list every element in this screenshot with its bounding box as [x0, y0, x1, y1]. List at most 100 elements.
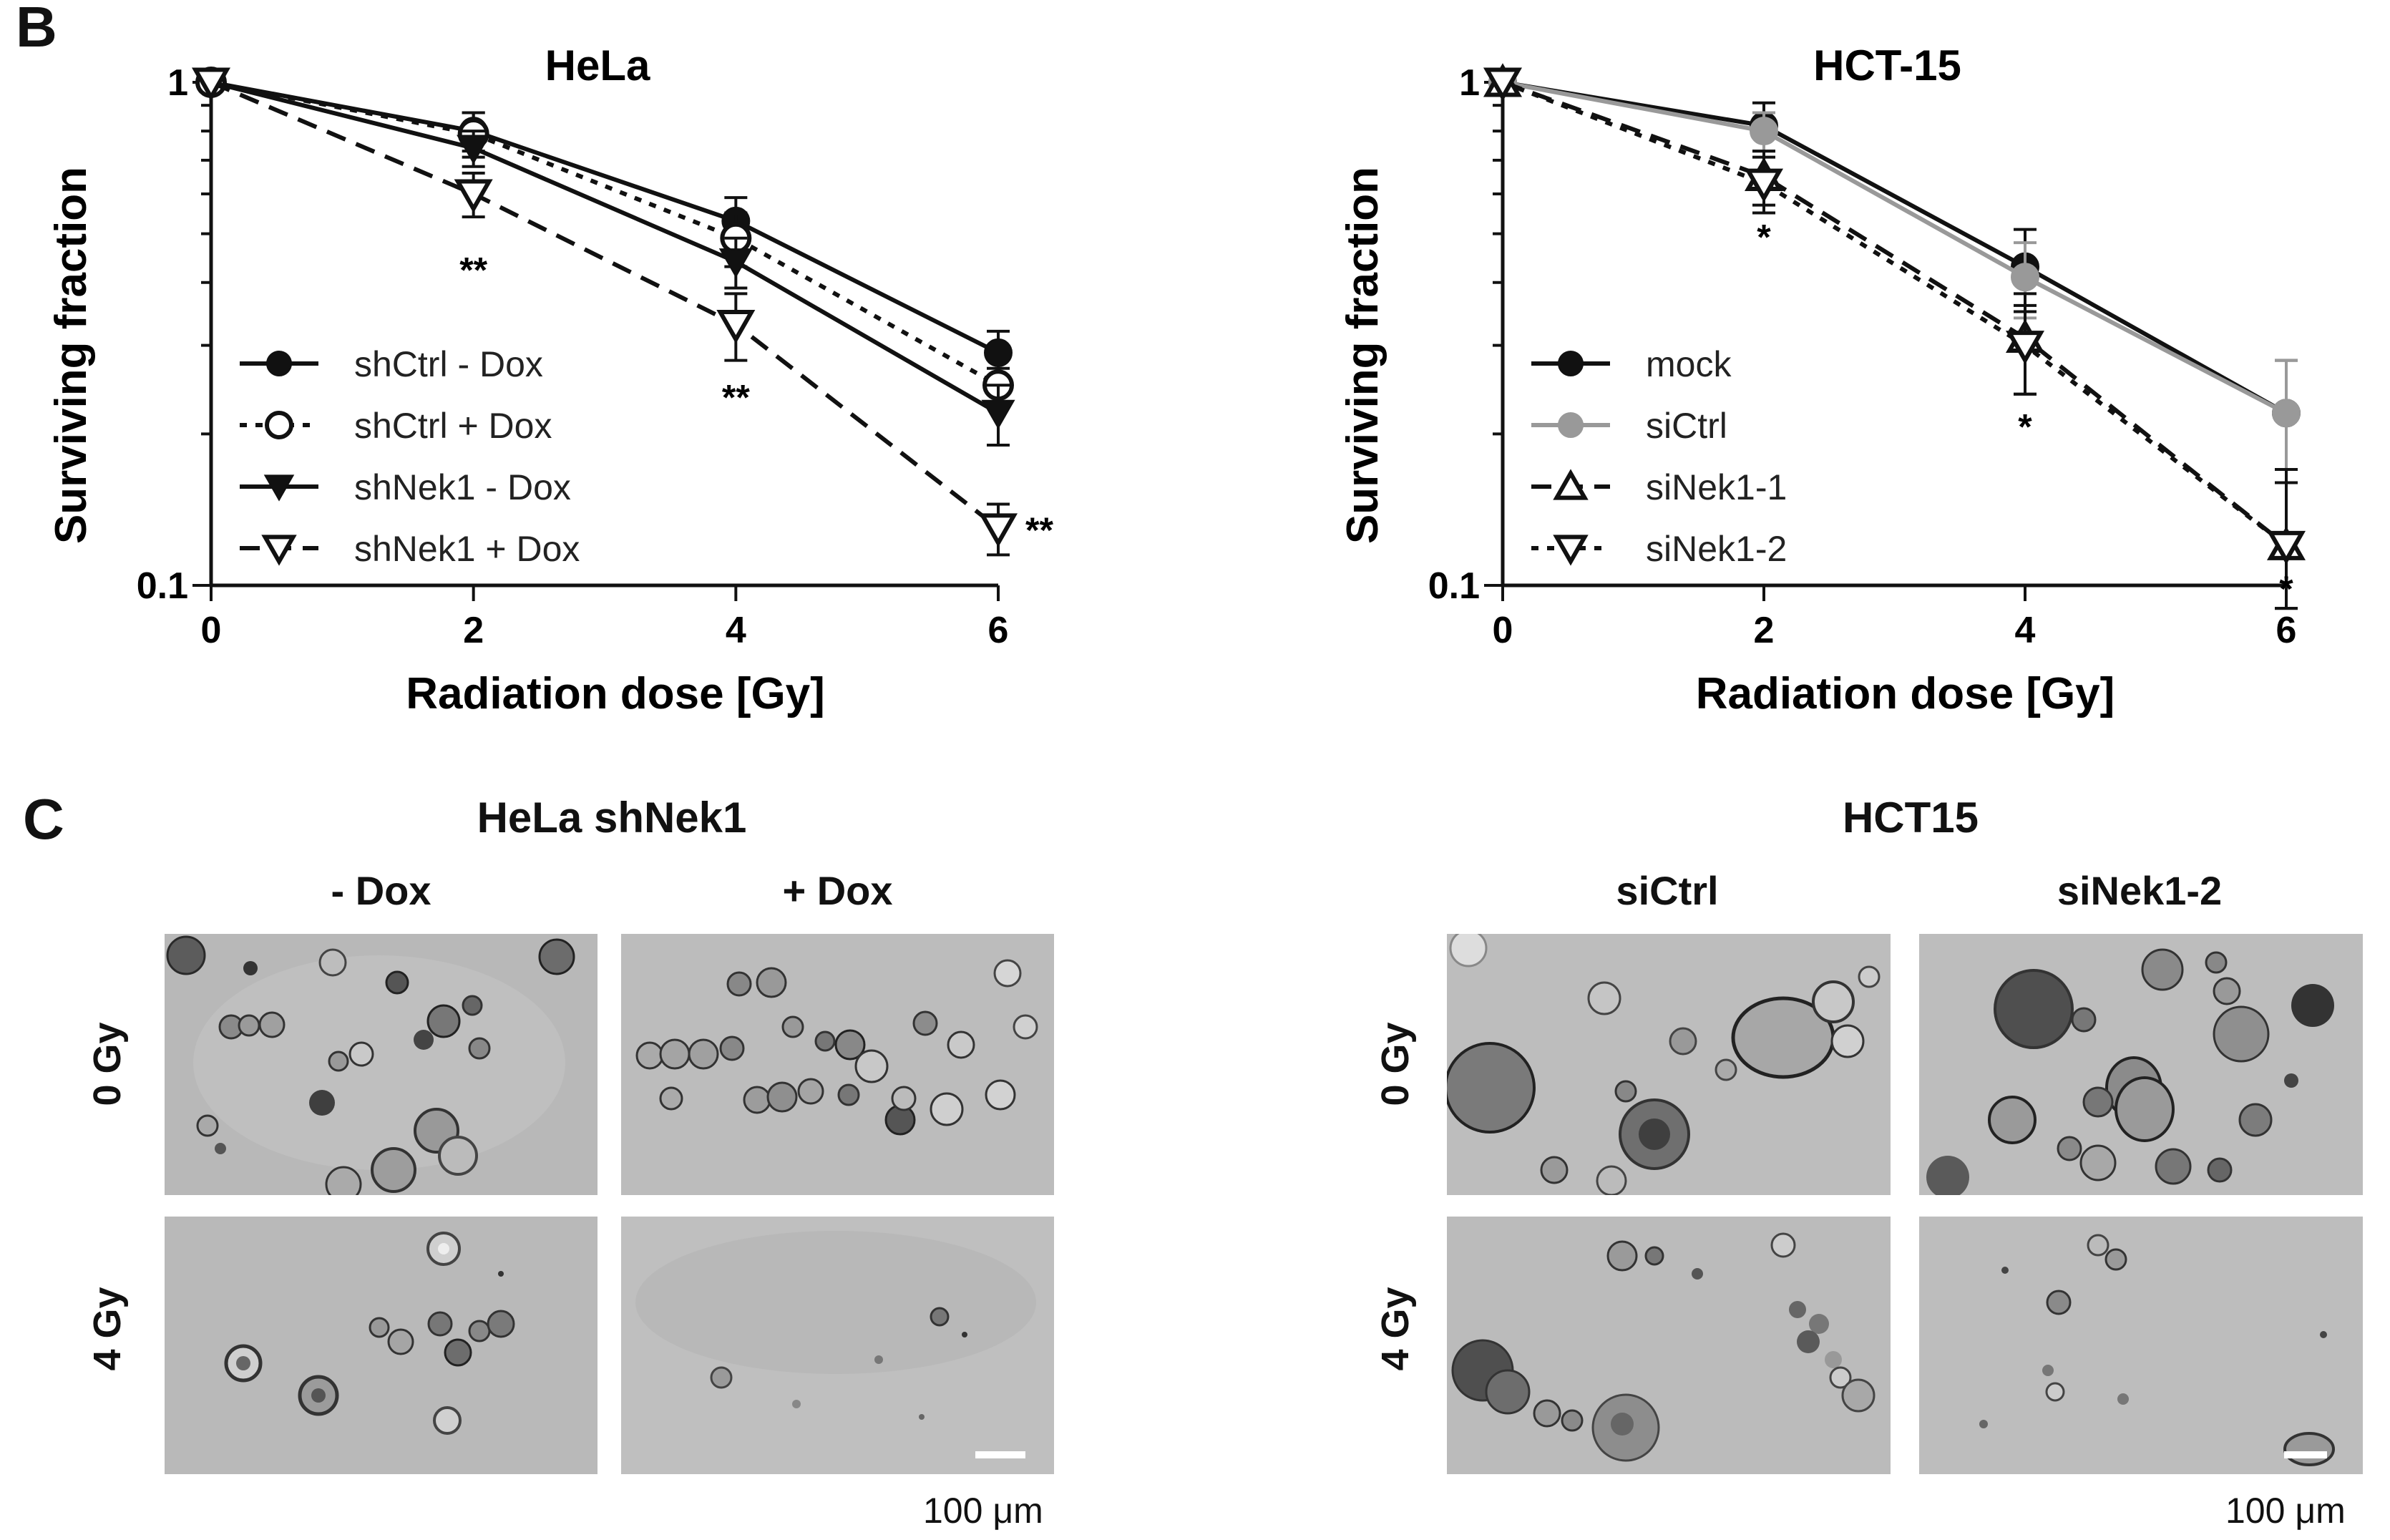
hct-15-legend-sictrl-marker: [1558, 412, 1584, 438]
hct-15-legend-mock-marker: [1558, 351, 1584, 376]
scale-bar-label-hct15: 100 μm: [2225, 1491, 2346, 1531]
hela-y-tick-label-1: 1: [167, 62, 188, 104]
hct-15-legend-mock: mock: [1531, 344, 1732, 384]
hct-15-significance-0: *: [1757, 218, 1771, 258]
micrograph-hct15-sictrl-4gy: [1447, 1217, 1891, 1474]
hct-15-y-tick-label-0-1: 0.1: [1428, 565, 1480, 607]
hct-15-series-sinek1-1-line: [1501, 80, 2288, 547]
hct15-survival-chart: HCT-15 1 0.1 0 2 4 6 Radiation dose [Gy] Survivi…: [1338, 42, 2306, 718]
hela-series-shnek1-dox-point-6: [978, 513, 1018, 547]
scale-bar-label-hela: 100 μm: [923, 1491, 1043, 1531]
panel-c-group-title-hct15: HCT15: [1842, 794, 1979, 842]
hela-legend-shnek1-dox-label: shNek1 - Dox: [354, 467, 571, 507]
hela-series-shnek1-dox-point-0: [191, 67, 231, 102]
hct-15-legend-sictrl: siCtrl: [1531, 406, 1727, 446]
hct-15-legend-sinek1-1: siNek1-1: [1531, 467, 1787, 507]
hela-series-shnek1-dox-point-2: [457, 135, 491, 165]
hela-series-shnek1-dox-point-4: [718, 248, 753, 278]
hela-legend-shnek1-dox: shNek1 - Dox: [240, 467, 571, 507]
hela-legend-shctrl-dox: shCtrl - Dox: [240, 344, 543, 384]
row-label-4gy-hela: 4 Gy: [86, 1287, 129, 1371]
hct-15-series-sinek1-1: [1483, 63, 2306, 610]
panel-c-group-title-hela: HeLa shNek1: [477, 794, 747, 842]
column-label-minus-dox: - Dox: [331, 868, 431, 913]
micrograph-hela-minus-dox-4gy: [165, 1217, 598, 1474]
column-label-sictrl: siCtrl: [1616, 868, 1719, 913]
hela-x-tick-label-6: 6: [988, 610, 1009, 651]
hct-15-series-sictrl: [1488, 68, 2301, 484]
micrograph-hct15-sinek1-2-0gy: [1919, 934, 2363, 1195]
hela-survival-chart: HeLa 1 0.1 0 2 4 6 Radiation dose [Gy] Surviving…: [47, 42, 1053, 718]
hct-15-series-sinek1-2-point-0: [1483, 67, 1523, 102]
hct-15-legend-sinek1-2: siNek1-2: [1531, 529, 1787, 569]
hela-series-shnek1-dox: [191, 67, 1018, 557]
column-label-sinek1-2: siNek1-2: [2057, 868, 2223, 913]
hct-15-series-sictrl-point-4: [2011, 263, 2039, 292]
hct-15-y-tick-label-1: 1: [1459, 62, 1480, 104]
micrograph-hct15-sictrl-0gy: [1447, 934, 1891, 1195]
hct-15-significance-2: *: [2279, 569, 2293, 609]
hela-series-shctrl-dox-line: [210, 80, 1000, 387]
hct-15-series-mock-line: [1502, 80, 2288, 415]
hela-y-axis-label: Surviving fraction: [47, 167, 96, 544]
hct-15-legend-sinek1-2-label: siNek1-2: [1646, 529, 1787, 569]
hct-15-x-tick-label-0: 0: [1493, 610, 1513, 651]
hct-15-x-tick-label-2: 2: [1754, 610, 1775, 651]
hct-15-legend-sictrl-label: siCtrl: [1646, 406, 1727, 446]
hct-15-series-sictrl-point-2: [1750, 117, 1778, 146]
hela-series-shctrl-dox: [197, 68, 1013, 379]
hct-15-series-sinek1-2-point-6: [2266, 530, 2306, 565]
hct-15-x-tick-label-6: 6: [2276, 610, 2297, 651]
hela-significance-1: **: [722, 378, 750, 418]
scale-bar: [2284, 1451, 2327, 1458]
hela-series-shnek1-dox-line: [210, 80, 1000, 415]
hct-15-significance-1: *: [2018, 406, 2032, 447]
hct-15-series-sictrl-line: [1502, 80, 2288, 415]
hela-significance-2: **: [1025, 510, 1053, 550]
hct-15-legend-sinek1-1-marker: [1553, 469, 1589, 500]
micrograph-hela-minus-dox-0gy: [165, 934, 598, 1195]
hela-series-shnek1-dox: [194, 69, 1015, 447]
hct-15-series-sictrl-point-6: [2272, 399, 2301, 428]
hela-series-shctrl-dox-point-6: [984, 338, 1013, 367]
micrograph-hela-plus-dox-4gy: [621, 1217, 1054, 1474]
hela-series-shctrl-dox-line: [210, 80, 1000, 355]
micrograph-hela-plus-dox-0gy: [621, 934, 1054, 1195]
hela-y-tick-label-0-1: 0.1: [137, 565, 188, 607]
hela-x-tick-label-2: 2: [463, 610, 484, 651]
hela-significance-0: **: [459, 250, 487, 291]
hct-15-legend-sinek1-2-marker: [1553, 535, 1589, 566]
hct-15-y-axis-label: Surviving fraction: [1338, 167, 1387, 544]
hela-series-shnek1-dox-line: [210, 80, 1000, 530]
hct-15-series-sinek1-2: [1483, 67, 2306, 610]
hela-legend-shctrl-dox-label: shCtrl + Dox: [354, 406, 552, 446]
panel-c-letter: C: [23, 787, 64, 851]
hela-legend-shnek1-dox-label: shNek1 + Dox: [354, 529, 580, 569]
hct-15-series-sinek1-2-point-2: [1744, 168, 1784, 203]
hct-15-x-axis-label: Radiation dose [Gy]: [1696, 669, 2115, 718]
micrograph-hct15-sinek1-2-4gy: [1919, 1217, 2363, 1474]
hct-15-legend-mock-label: mock: [1646, 344, 1732, 384]
scale-bar: [975, 1451, 1025, 1458]
hela-legend-shctrl-dox-label: shCtrl - Dox: [354, 344, 543, 384]
hct-15-series-mock: [1488, 68, 2301, 484]
hela-x-tick-label-0: 0: [201, 610, 222, 651]
hct-15-series-sinek1-2-point-4: [2005, 331, 2045, 365]
hela-series-shnek1-dox-point-4: [716, 310, 756, 344]
hela-chart-title: HeLa: [545, 42, 650, 89]
column-label-plus-dox: + Dox: [782, 868, 893, 913]
row-label-0gy-hct15: 0 Gy: [1374, 1022, 1417, 1106]
hela-x-tick-label-4: 4: [726, 610, 746, 651]
hela-series-shctrl-dox: [195, 67, 1014, 405]
hela-series-shnek1-dox-point-2: [454, 179, 493, 213]
hct-15-chart-title: HCT-15: [1813, 42, 1961, 89]
row-label-0gy-hela: 0 Gy: [86, 1022, 129, 1106]
hela-legend-shnek1-dox-marker: [263, 474, 295, 502]
hela-legend-shctrl-dox: shCtrl + Dox: [240, 406, 552, 446]
hela-legend-shctrl-dox-marker: [266, 351, 292, 376]
hela-legend-shnek1-dox: shNek1 + Dox: [240, 529, 580, 569]
hela-x-axis-label: Radiation dose [Gy]: [406, 669, 825, 718]
panel-b-letter: B: [16, 0, 57, 59]
hct-15-x-tick-label-4: 4: [2015, 610, 2036, 651]
hela-legend-shnek1-dox-marker: [261, 535, 297, 566]
